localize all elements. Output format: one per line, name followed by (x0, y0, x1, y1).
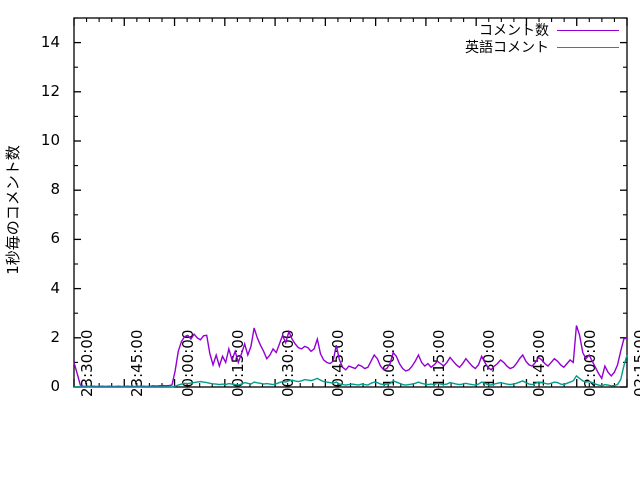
y-tick-label: 8 (50, 180, 60, 199)
plot-border (73, 17, 628, 388)
legend-label: コメント数 (479, 22, 549, 39)
y-tick-label: 14 (40, 32, 60, 51)
y-tick-label: 12 (40, 81, 60, 100)
legend-entry[interactable]: コメント数 (465, 22, 619, 39)
y-tick-label: 2 (50, 327, 60, 346)
y-tick-label: 4 (50, 278, 60, 297)
y-tick-label: 10 (40, 131, 60, 149)
series-line-1 (73, 325, 628, 388)
y-tick-label: 6 (50, 229, 60, 248)
legend-entry[interactable]: 英語コメント (465, 39, 619, 56)
legend-color-swatch (557, 30, 619, 31)
legend: コメント数 英語コメント (465, 22, 619, 56)
series-line-2 (74, 354, 628, 388)
legend-label: 英語コメント (465, 39, 549, 56)
legend-color-swatch (557, 47, 619, 48)
y-tick-label: 0 (50, 377, 60, 395)
